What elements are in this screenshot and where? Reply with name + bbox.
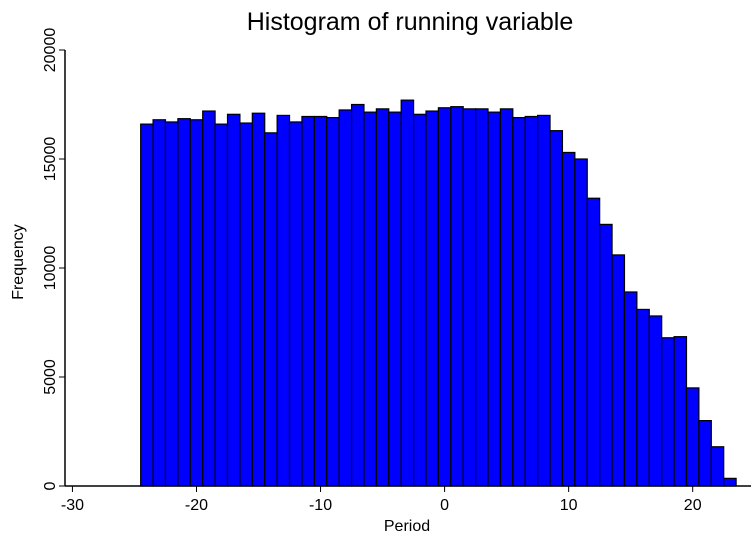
bar: [140, 123, 154, 487]
y-tick-label: 15000: [42, 137, 59, 182]
bar: [499, 108, 514, 487]
y-tick-label: 10000: [42, 246, 59, 291]
bar: [561, 151, 576, 487]
bar: [648, 315, 663, 487]
bar: [177, 118, 191, 487]
bar: [400, 99, 415, 487]
bar: [512, 116, 526, 487]
y-tick-label: 20000: [42, 28, 59, 73]
bar: [710, 446, 725, 487]
bar: [363, 111, 377, 487]
x-tick-label: -10: [309, 497, 332, 514]
bar: [338, 109, 353, 487]
bar: [574, 158, 588, 487]
bar: [264, 132, 278, 487]
bar: [388, 111, 402, 487]
bar: [164, 121, 179, 487]
y-tick-label: 0: [42, 481, 59, 490]
y-tick-label: 5000: [42, 359, 59, 395]
y-axis-label: Frequency: [10, 224, 27, 300]
bar: [661, 337, 675, 487]
bar: [425, 110, 439, 487]
bar: [475, 108, 489, 487]
bar: [202, 110, 216, 487]
x-tick-label: 0: [440, 497, 449, 514]
x-tick-label: -20: [185, 497, 208, 514]
bar: [673, 336, 688, 487]
bar: [599, 223, 613, 487]
bar: [251, 112, 266, 487]
bar: [189, 119, 204, 487]
bar: [586, 197, 601, 487]
bar: [301, 115, 315, 487]
bar: [462, 108, 477, 487]
bar: [698, 420, 712, 487]
bar: [450, 106, 464, 487]
bar: [239, 122, 253, 487]
bar: [276, 114, 291, 487]
bar: [152, 119, 167, 487]
x-tick-label: -30: [61, 497, 84, 514]
bar: [313, 115, 328, 487]
x-tick-label: 20: [684, 497, 702, 514]
bar: [375, 108, 390, 487]
bar: [537, 114, 551, 487]
bar: [350, 103, 365, 487]
bar: [636, 308, 650, 487]
bar: [437, 107, 452, 487]
bar: [623, 291, 638, 487]
bar: [487, 111, 502, 487]
x-tick-label: 10: [560, 497, 578, 514]
bar: [412, 113, 427, 487]
bar: [226, 113, 241, 487]
bar: [326, 116, 340, 487]
bar: [611, 254, 626, 487]
bar: [288, 121, 303, 487]
bar: [524, 115, 539, 487]
bar: [685, 387, 700, 487]
chart-title: Histogram of running variable: [247, 8, 574, 36]
bar: [723, 477, 737, 487]
x-axis-label: Period: [384, 518, 430, 535]
bar: [549, 130, 564, 487]
bar: [214, 123, 229, 487]
